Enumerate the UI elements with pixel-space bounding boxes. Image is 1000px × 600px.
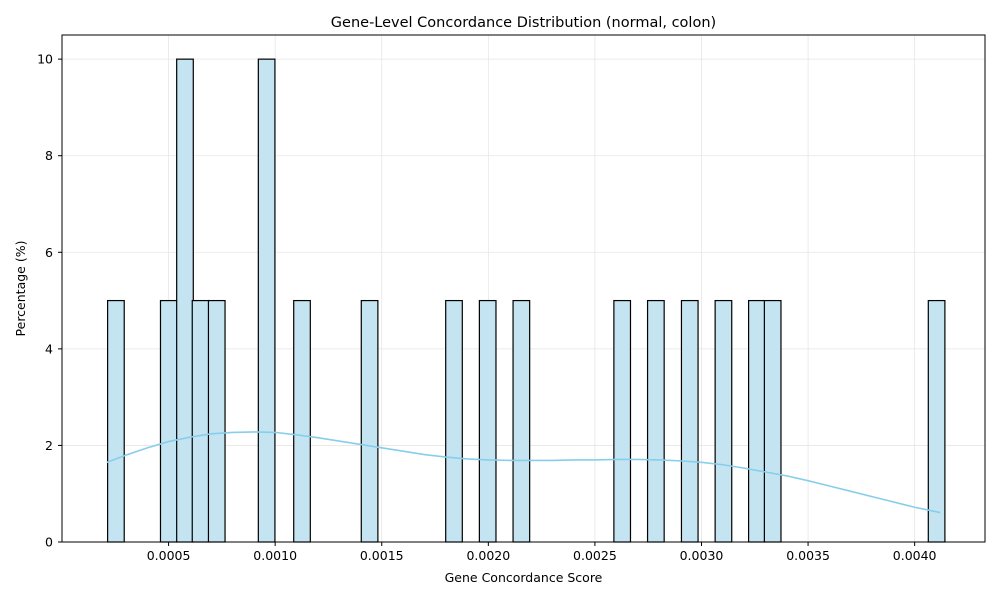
histogram-bar [159,299,178,543]
histogram-bar [512,299,531,543]
y-axis-ticks: 0 2 4 6 8 10 [37,52,62,550]
chart-title: Gene-Level Concordance Distribution (nor… [331,15,716,31]
x-tick-label: 0.0040 [893,548,937,563]
histogram-bar [613,299,632,543]
plot-frame [61,34,986,543]
kde-curve-layer [106,431,941,514]
y-tick-label: 10 [37,52,53,67]
histogram-bar [714,299,733,543]
histogram-bar [445,299,463,543]
grid [62,35,985,543]
y-tick-label: 8 [45,148,53,163]
histogram-bar [257,58,276,543]
histogram-bar [478,299,497,543]
x-axis-label: Gene Concordance Score [445,570,603,585]
y-tick-label: 6 [45,245,53,260]
x-tick-label: 0.0025 [573,548,617,563]
x-tick-label: 0.0010 [253,548,297,563]
histogram-bar [927,299,946,543]
x-tick-label: 0.0030 [680,548,724,563]
x-tick-label: 0.0015 [360,548,404,563]
y-tick-label: 4 [45,341,53,356]
x-tick-label: 0.0020 [466,548,510,563]
y-tick-label: 2 [45,438,53,453]
histogram-bar [293,299,311,543]
y-tick-label: 0 [45,535,53,550]
kde-curve [106,431,941,514]
x-axis-ticks: 0.0005 0.0010 0.0015 0.0020 0.0025 0.0030 0.00… [147,542,937,563]
histogram-bar [763,299,782,543]
x-tick-label: 0.0035 [786,548,830,563]
x-tick-label: 0.0005 [147,548,191,563]
histogram-bar [176,58,194,543]
histogram-bar [107,299,125,543]
histogram-bar [680,299,699,543]
histogram-bars [107,58,946,543]
y-axis-label: Percentage (%) [13,241,28,337]
histogram-bar [748,299,766,543]
histogram-bar [646,299,665,543]
histogram-bar [360,299,379,543]
histogram-bar [191,299,210,543]
histogram-bar [207,299,226,543]
